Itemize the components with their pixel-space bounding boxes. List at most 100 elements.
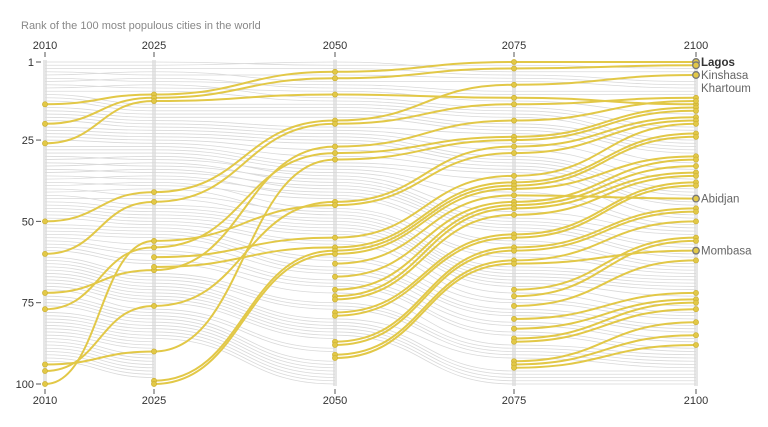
data-point (693, 163, 699, 169)
data-point (42, 250, 48, 257)
data-point (151, 348, 157, 355)
highlight-line (44, 96, 697, 255)
city-label-mombasa: Mombasa (701, 246, 752, 258)
highlight-line-khartoum (44, 74, 697, 223)
data-point (332, 342, 338, 348)
data-point (42, 306, 48, 313)
data-point (693, 332, 699, 339)
data-point (511, 205, 517, 212)
background-line (44, 227, 697, 326)
x-tick-label-top: 2100 (684, 40, 708, 52)
highlight-line (334, 184, 697, 317)
data-point (693, 299, 699, 306)
data-point (332, 312, 338, 319)
data-point (511, 65, 517, 72)
chart-title: Rank of the 100 most populous cities in … (21, 20, 261, 32)
x-tick-label-top: 2010 (33, 40, 57, 52)
data-point (511, 117, 517, 124)
data-point (511, 303, 517, 309)
background-line (44, 338, 155, 356)
highlight-line (44, 116, 697, 372)
background-line (44, 214, 697, 313)
data-point (693, 237, 699, 244)
background-line (44, 168, 697, 255)
data-point (511, 192, 517, 199)
background-line (44, 347, 155, 365)
data-point (151, 98, 157, 104)
highlight-line (153, 132, 697, 268)
data-point (511, 234, 517, 241)
data-point (332, 150, 338, 156)
data-point (511, 81, 517, 88)
background-line (44, 243, 697, 349)
background-line (44, 295, 336, 352)
background-line (44, 266, 697, 369)
background-line (44, 237, 697, 339)
background-line (44, 84, 697, 128)
highlight-line-mombasa (334, 249, 697, 359)
data-point (693, 208, 699, 215)
highlight-line (334, 158, 697, 278)
highlight-line (153, 122, 697, 259)
background-line (44, 250, 697, 356)
data-point (692, 246, 700, 255)
highlight-line (334, 171, 697, 298)
highlight-line (334, 210, 697, 346)
x-tick-label-top: 2050 (323, 40, 347, 52)
highlighted-lines (44, 60, 697, 385)
background-line (44, 133, 697, 196)
background-line (44, 341, 155, 359)
background-line (44, 351, 155, 369)
data-point (332, 68, 338, 75)
background-line (44, 110, 697, 154)
background-line (44, 318, 336, 378)
axes: 2010 2010 2025 2025 2050 2050 2075 2075 2100 2100… (16, 40, 709, 407)
background-line (44, 155, 697, 232)
data-point (42, 101, 48, 108)
highlight-line (513, 308, 697, 343)
background-lines (44, 61, 697, 385)
background-line (44, 282, 696, 385)
data-point (332, 260, 338, 267)
data-point (151, 264, 157, 270)
data-point (151, 254, 157, 261)
background-line (44, 299, 336, 362)
data-point (332, 202, 338, 209)
data-point (332, 250, 338, 257)
data-point (511, 137, 517, 143)
x-tick-label-bottom: 2100 (684, 395, 708, 407)
background-line (44, 175, 697, 265)
data-point (511, 211, 517, 218)
background-line (44, 97, 697, 144)
background-line (44, 217, 697, 317)
data-point (693, 290, 699, 296)
data-point (693, 172, 699, 179)
data-point (511, 316, 517, 322)
background-line (44, 188, 697, 274)
data-point (332, 286, 338, 293)
data-point (511, 94, 517, 101)
data-point (42, 361, 48, 368)
background-line (44, 162, 697, 245)
highlight-line (334, 207, 697, 343)
background-line (45, 149, 697, 219)
background-line (45, 61, 696, 73)
data-point (511, 338, 517, 345)
background-line (45, 152, 697, 226)
data-point (42, 368, 48, 374)
data-point (511, 247, 517, 254)
background-line (44, 204, 697, 291)
x-tick-label-bottom: 2075 (502, 395, 526, 407)
data-point (511, 59, 517, 65)
highlight-line-lagos (44, 60, 696, 106)
highlight-line (44, 109, 697, 366)
background-line (45, 90, 697, 131)
highlighted-dots (42, 58, 700, 387)
x-tick-label-bottom: 2010 (33, 395, 57, 407)
data-point (511, 185, 517, 192)
background-line (44, 194, 697, 281)
data-point (332, 91, 338, 98)
background-line (44, 246, 697, 352)
highlight-line (334, 165, 697, 291)
